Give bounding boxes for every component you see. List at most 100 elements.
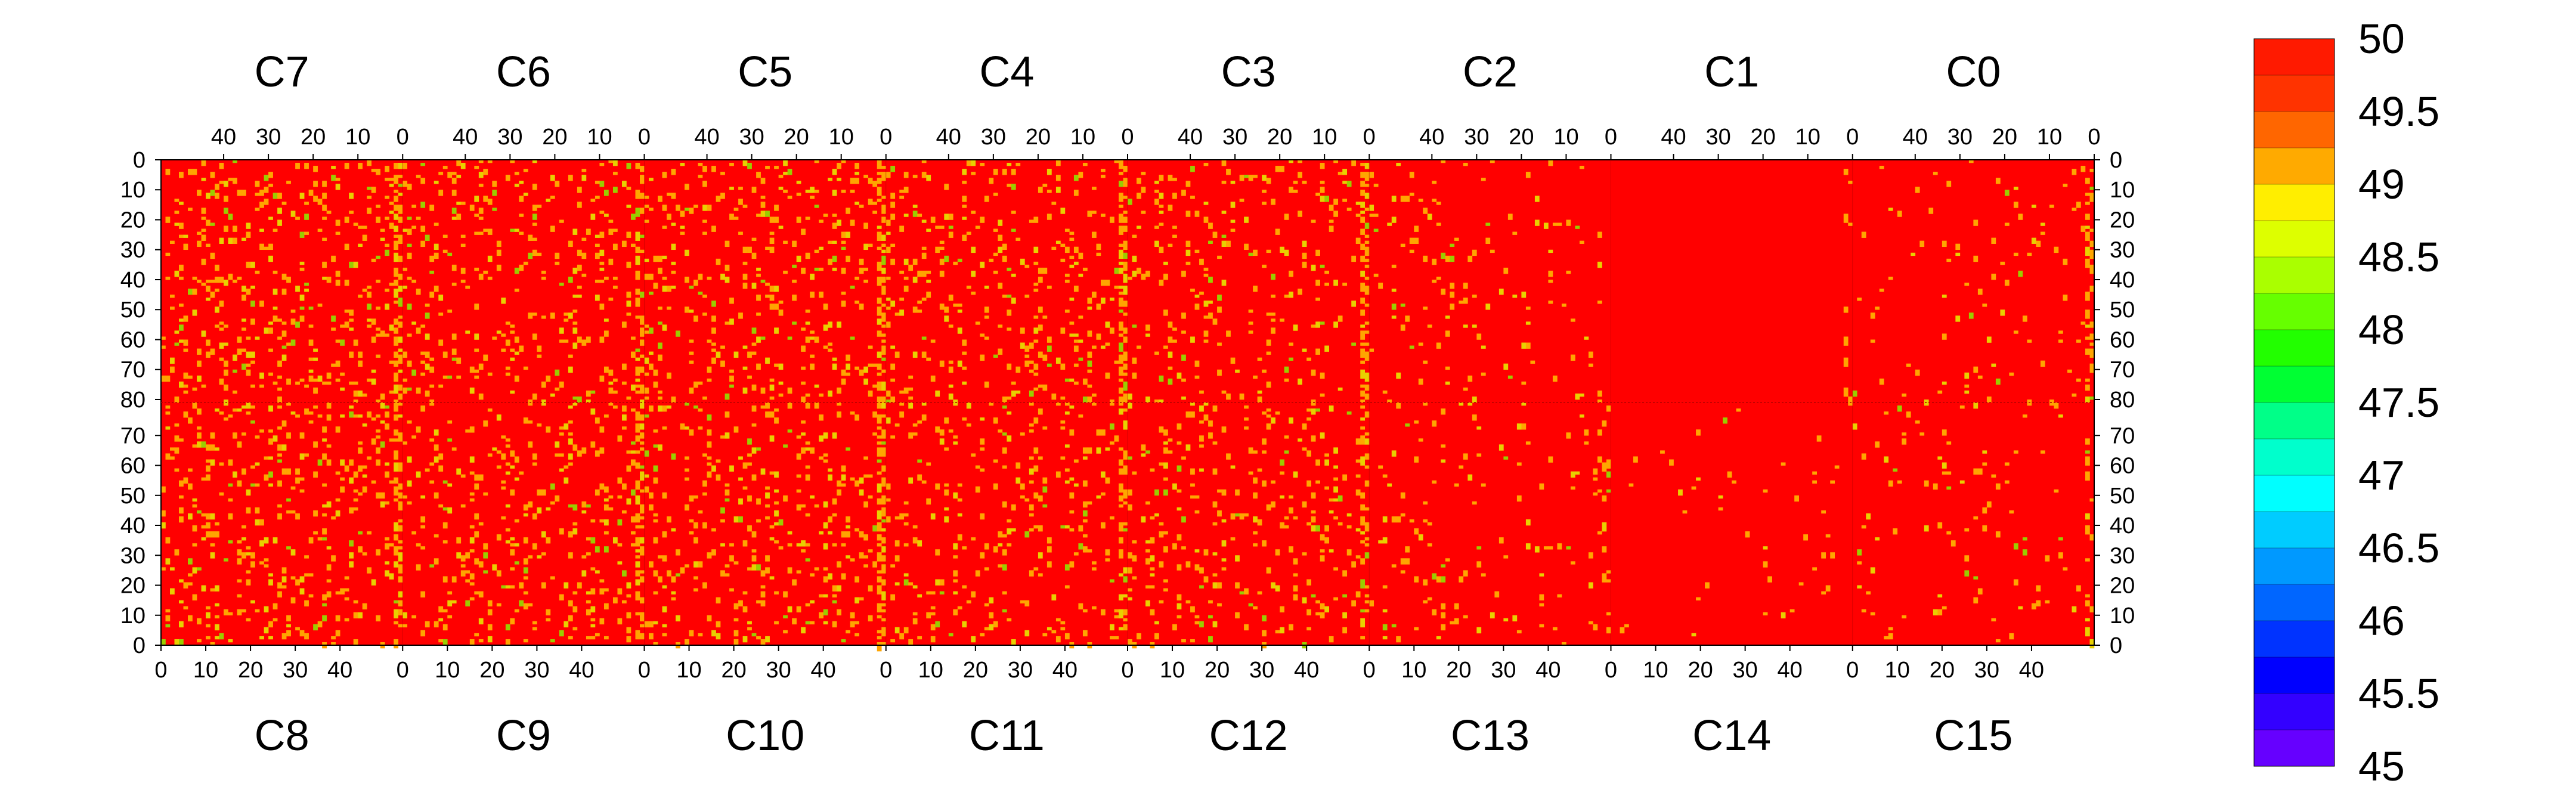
heatmap-cell [380, 402, 385, 409]
heatmap-cell [1109, 579, 1114, 583]
heatmap-cell [1118, 387, 1123, 394]
heatmap-cell [792, 279, 797, 283]
heatmap-cell [1105, 558, 1110, 562]
heatmap-cell [854, 597, 860, 603]
heatmap-cell [1525, 441, 1531, 445]
heatmap-cell [532, 333, 537, 340]
heatmap-cell [2036, 600, 2041, 606]
heatmap-cell [2022, 414, 2027, 418]
top-x-tick-label: 10 [1795, 125, 1820, 150]
heatmap-cell [572, 342, 578, 349]
heatmap-cell [662, 286, 667, 292]
heatmap-cell [939, 591, 945, 595]
heatmap-cell [903, 172, 909, 178]
heatmap-cell [720, 345, 725, 349]
heatmap-cell [819, 456, 823, 460]
heatmap-cell [662, 205, 667, 211]
top-x-tick-label: 40 [694, 125, 719, 150]
heatmap-cell [886, 516, 891, 523]
heatmap-cell [367, 411, 372, 418]
heatmap-cell [859, 267, 864, 274]
heatmap-cell [308, 537, 314, 544]
heatmap-cell [921, 402, 927, 406]
heatmap-cell [568, 432, 573, 436]
heatmap-cell [1123, 594, 1128, 597]
heatmap-cell [693, 405, 698, 409]
heatmap-cell [215, 408, 219, 412]
heatmap-cell [1038, 408, 1043, 415]
panel-label-top: C4 [979, 48, 1034, 96]
heatmap-cell [720, 543, 725, 547]
heatmap-cell [1355, 489, 1361, 496]
heatmap-cell [796, 181, 801, 184]
heatmap-cell [1208, 222, 1213, 229]
heatmap-cell [886, 172, 891, 178]
heatmap-cell [1266, 567, 1271, 574]
top-x-tick-label: 0 [2088, 125, 2100, 150]
heatmap-cell [689, 309, 694, 313]
heatmap-cell [1512, 231, 1518, 235]
heatmap-cell [474, 348, 479, 352]
heatmap-cell [469, 205, 475, 211]
heatmap-cell [304, 633, 309, 640]
heatmap-cell [948, 324, 953, 328]
heatmap-cell [586, 552, 591, 556]
heatmap-cell [796, 255, 801, 262]
heatmap-cell [1337, 315, 1343, 322]
heatmap-cell [1436, 576, 1441, 583]
heatmap-cell [698, 408, 703, 412]
heatmap-cell [344, 243, 349, 250]
y-tick-label-left: 40 [120, 513, 145, 538]
heatmap-cell [1360, 399, 1366, 403]
heatmap-cell [1203, 216, 1209, 223]
heatmap-cell [2031, 237, 2036, 244]
heatmap-cell [603, 603, 609, 609]
heatmap-cell [487, 276, 493, 280]
heatmap-cell [1602, 573, 1607, 583]
heatmap-cell [635, 480, 640, 490]
heatmap-cell [1154, 190, 1159, 193]
heatmap-cell [653, 642, 658, 646]
heatmap-cell [1946, 471, 1952, 475]
heatmap-cell [702, 205, 707, 211]
heatmap-cell [841, 231, 846, 238]
heatmap-cell [881, 465, 887, 472]
heatmap-cell [268, 579, 273, 586]
heatmap-cell [442, 249, 448, 253]
heatmap-cell [268, 471, 273, 478]
heatmap-cell [295, 414, 300, 418]
heatmap-cell [246, 579, 251, 586]
heatmap-cell [1087, 306, 1092, 310]
heatmap-cell [742, 261, 748, 265]
heatmap-cell [1450, 304, 1455, 310]
heatmap-cell [380, 237, 385, 241]
heatmap-cell [304, 213, 309, 220]
heatmap-cell [912, 432, 918, 436]
heatmap-cell [264, 246, 269, 250]
heatmap-cell [1024, 264, 1030, 268]
heatmap-cell [233, 237, 237, 244]
heatmap-cell [1445, 558, 1450, 562]
heatmap-cell [1172, 327, 1177, 331]
heatmap-cell [577, 450, 582, 457]
heatmap-cell [326, 591, 332, 597]
heatmap-cell [541, 552, 546, 556]
heatmap-cell [1812, 471, 1818, 475]
heatmap-cell [1128, 393, 1132, 400]
heatmap-cell [1432, 279, 1437, 283]
heatmap-cell [859, 369, 864, 376]
bottom-x-tick-label: 30 [283, 658, 308, 683]
heatmap-cell [1485, 222, 1491, 226]
heatmap-cell [1423, 208, 1428, 214]
heatmap-cell [640, 624, 645, 628]
heatmap-cell [1548, 456, 1553, 463]
heatmap-cell [751, 447, 757, 454]
heatmap-cell [376, 549, 381, 556]
heatmap-cell [1091, 345, 1097, 349]
heatmap-cell [304, 408, 309, 415]
heatmap-cell [2009, 633, 2014, 640]
heatmap-cell [313, 510, 318, 517]
heatmap-cell [1007, 309, 1012, 316]
heatmap-cell [1055, 357, 1061, 364]
heatmap-cell [702, 231, 707, 235]
